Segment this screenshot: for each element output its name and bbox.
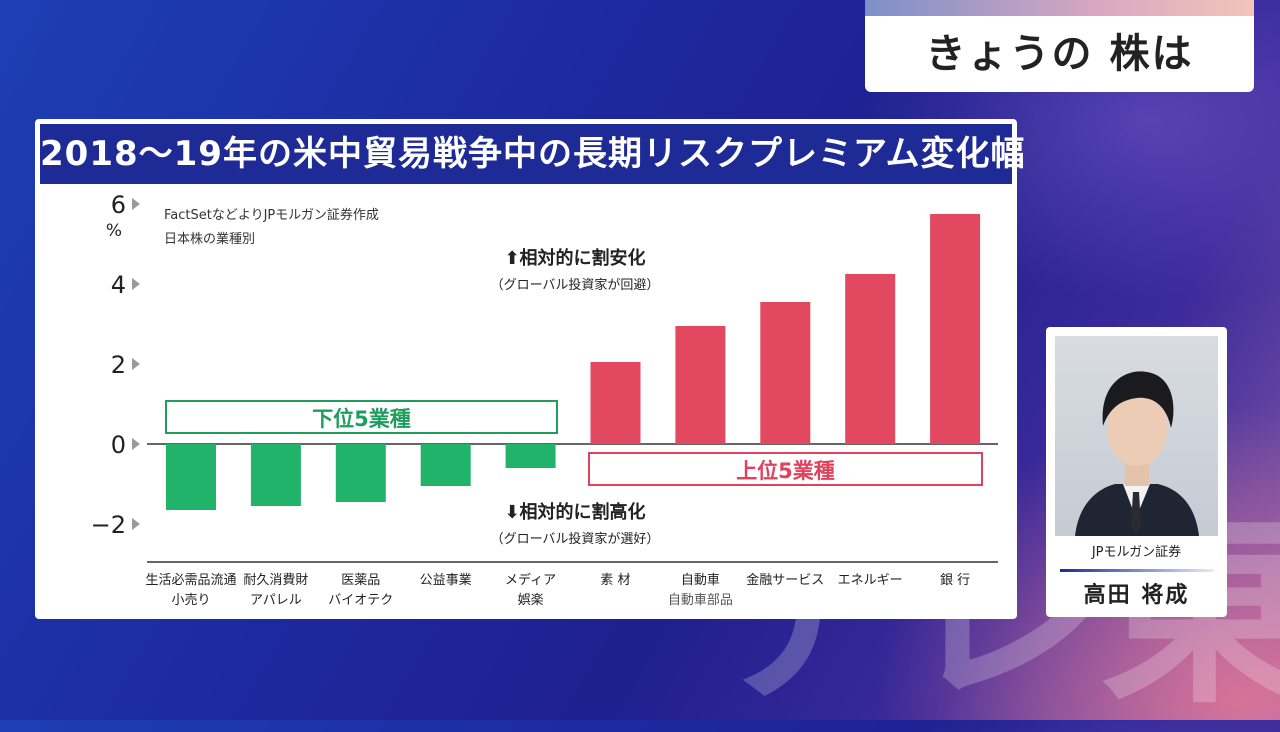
y-tick-label: −2 <box>91 511 126 539</box>
annotation-overvalued: ⬇相対的に割高化 （グローバル投資家が選好） <box>460 498 690 547</box>
y-tick-marker <box>132 278 140 290</box>
x-category-line1: 公益事業 <box>419 573 472 588</box>
x-category-line1: 耐久消費財 <box>243 573 309 588</box>
group-label-top-5: 上位5業種 <box>588 452 983 486</box>
y-tick-label: 6 <box>111 191 126 219</box>
x-category-label: エネルギー <box>822 571 918 591</box>
x-category-line1: 素 材 <box>600 573 631 588</box>
group-label-bottom-5: 下位5業種 <box>165 400 558 434</box>
x-category-label: 生活必需品流通 小売り <box>143 571 239 611</box>
x-category-label: 医薬品 バイオテク <box>313 571 409 611</box>
y-tick-label: 2 <box>111 351 126 379</box>
x-category-label: 自動車 自動車部品 <box>652 571 748 611</box>
source-line-2: 日本株の業種別 <box>164 232 256 247</box>
x-category-line1: 医薬品 <box>341 573 381 588</box>
annotation-overvalued-sub: （グローバル投資家が選好） <box>490 532 660 547</box>
program-label: きょうの 株は <box>925 31 1194 77</box>
x-category-label: 公益事業 <box>398 571 494 591</box>
guest-divider <box>1060 569 1214 572</box>
x-category-line1: エネルギー <box>837 573 903 588</box>
annotation-undervalued-main: ⬆相対的に割安化 <box>504 248 646 269</box>
x-category-label: 耐久消費財 アパレル <box>228 571 324 611</box>
x-category-line1: 自動車 <box>680 573 720 588</box>
x-category-label: 金融サービス <box>737 571 833 591</box>
bar <box>250 444 301 506</box>
y-tick-label: 0 <box>111 431 126 459</box>
guest-firm: JPモルガン証券 <box>1091 545 1182 560</box>
y-tick-marker <box>132 198 140 210</box>
x-category-label: メディア 娯楽 <box>483 571 579 611</box>
x-category-line1: 生活必需品流通 <box>145 573 237 588</box>
guest-photo <box>1055 336 1218 536</box>
chart-source: FactSetなどよりJPモルガン証券作成 日本株の業種別 <box>164 204 379 252</box>
x-category-line2: 自動車部品 <box>667 593 733 608</box>
guest-card: JPモルガン証券 高田 将成 <box>1046 327 1227 617</box>
y-tick-marker <box>132 358 140 370</box>
person-silhouette-icon <box>1075 371 1199 536</box>
bar <box>675 326 726 444</box>
annotation-undervalued-sub: （グローバル投資家が回避） <box>490 278 660 293</box>
bar <box>335 444 386 502</box>
annotation-overvalued-main: ⬇相対的に割高化 <box>504 502 646 523</box>
guest-name: 高田 将成 <box>1083 583 1190 608</box>
x-category-label: 銀 行 <box>907 571 1003 591</box>
bar <box>845 274 896 444</box>
x-category-line2: アパレル <box>250 593 302 608</box>
x-category-label: 素 材 <box>568 571 664 591</box>
bar <box>590 362 641 444</box>
x-category-line1: 銀 行 <box>940 573 971 588</box>
chart-title: 2018〜19年の米中貿易戦争中の長期リスクプレミアム変化幅 <box>40 124 1025 184</box>
x-category-line1: メディア <box>505 573 557 588</box>
bar <box>930 214 981 444</box>
x-category-line2: バイオテク <box>328 593 394 608</box>
program-label-strip <box>865 0 1254 16</box>
bar <box>166 444 216 510</box>
x-category-line1: 金融サービス <box>746 573 825 588</box>
y-tick-label: 4 <box>111 271 126 299</box>
source-line-1: FactSetなどよりJPモルガン証券作成 <box>164 208 379 223</box>
y-tick-marker <box>132 438 140 450</box>
y-unit-label: % <box>106 221 122 241</box>
y-tick-marker <box>132 518 140 530</box>
x-category-line2: 小売り <box>171 593 211 608</box>
x-category-line2: 娯楽 <box>517 593 544 608</box>
bar <box>420 444 471 486</box>
program-label-box: きょうの 株は <box>865 0 1254 92</box>
bar <box>760 302 811 444</box>
annotation-undervalued: ⬆相対的に割安化 （グローバル投資家が回避） <box>460 244 690 293</box>
bar <box>505 444 556 468</box>
